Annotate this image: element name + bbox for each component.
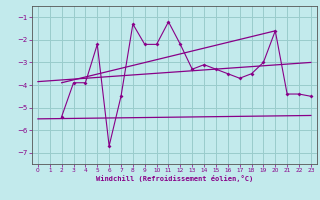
X-axis label: Windchill (Refroidissement éolien,°C): Windchill (Refroidissement éolien,°C): [96, 175, 253, 182]
